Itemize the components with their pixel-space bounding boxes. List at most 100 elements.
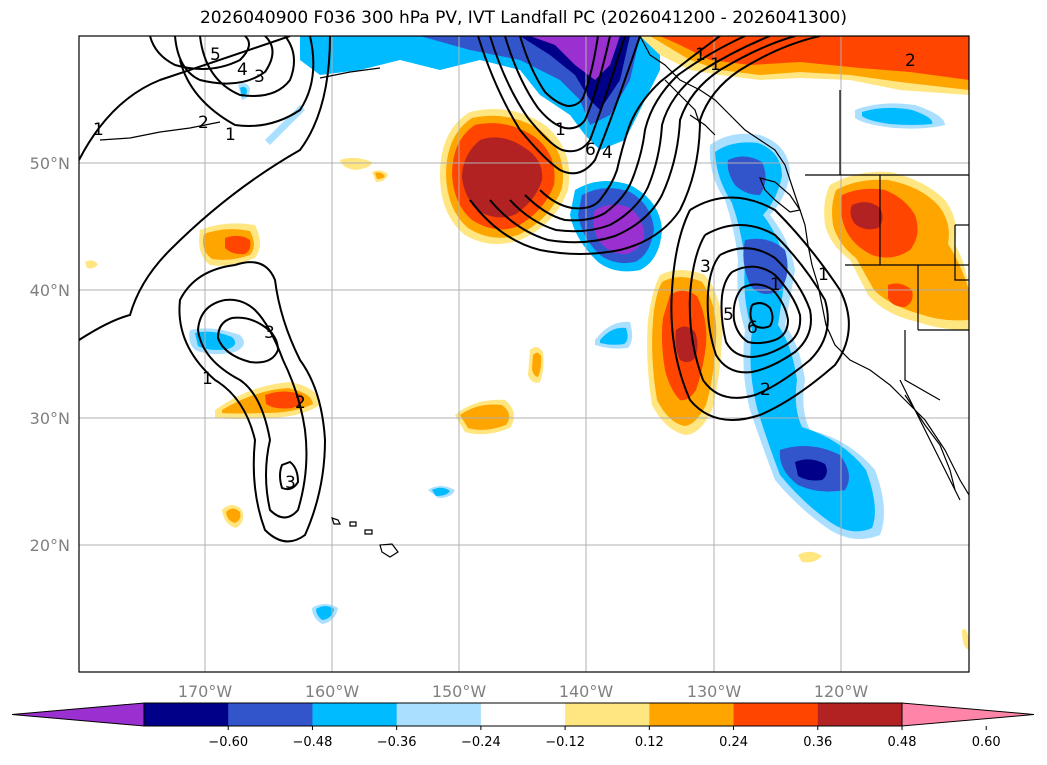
contour-label: 2 [295, 393, 306, 413]
contour-sw-2 [489, 36, 796, 244]
contour-label: 2 [198, 113, 209, 133]
contour-west-inner-2 [196, 298, 308, 519]
colorbar-swatch [144, 703, 229, 726]
colorbar-tick-label: −0.48 [293, 735, 333, 750]
colorbar-tick-label: 0.36 [803, 735, 832, 750]
contour-label: 6 [585, 140, 596, 160]
lon-label: 150°W [432, 682, 487, 701]
contour-nw-1 [79, 36, 291, 161]
lat-label: 40°N [30, 281, 70, 300]
contour-east-3 [706, 247, 812, 374]
lat-label: 20°N [30, 536, 70, 555]
lon-axis: 170°W 160°W 150°W 140°W 130°W 120°W [178, 682, 869, 701]
contour-label: 2 [905, 51, 916, 71]
contour-east-1 [670, 196, 850, 421]
ivt-contours [79, 36, 850, 543]
pv-negative-north-core [530, 36, 620, 80]
pv-positive-small-5b [375, 172, 385, 179]
colorbar-tick-label: −0.24 [461, 735, 501, 750]
pv-positive-small-7 [962, 629, 969, 650]
colorbar-swatch [565, 703, 650, 726]
contour-center-4 [519, 36, 599, 108]
colorbar-tick-label: 0.60 [972, 735, 1001, 750]
contour-east-6 [749, 302, 774, 329]
pv-negative-coast-4 [743, 238, 788, 294]
contour-west-inner-3b [279, 460, 300, 491]
colorbar-extend-high [901, 702, 1035, 727]
contour-label: 3 [700, 257, 711, 277]
pv-shading [85, 36, 969, 650]
contour-center-3 [504, 36, 611, 130]
colorbar-tick-label: 0.24 [719, 735, 748, 750]
contour-label: 4 [237, 60, 248, 80]
colorbar-tick-label: −0.12 [545, 735, 585, 750]
pv-positive-small-3b [226, 508, 241, 523]
contour-label: 6 [747, 318, 758, 338]
colorbar: −0.60 −0.48 −0.36 −0.24 −0.12 0.12 0.24 0.36 0.4… [11, 702, 1035, 750]
contour-labels: 5 4 3 2 1 1 1 1 1 6 4 2 1 3 5 6 1 2 3 1 … [93, 45, 916, 493]
contour-sw-3 [509, 36, 771, 233]
coastlines [99, 36, 969, 558]
contour-sw-5 [539, 36, 721, 210]
contour-label: 1 [555, 120, 566, 140]
colorbar-swatch [228, 703, 313, 726]
contour-label: 1 [770, 275, 781, 295]
contour-sw-1 [469, 36, 821, 255]
colorbar-tick-label: 0.48 [888, 735, 917, 750]
contour-nw-3 [199, 36, 295, 97]
pv-negative-small-1b [600, 327, 628, 345]
pv-positive-small-1b [460, 404, 510, 430]
pv-positive-small-8 [85, 260, 98, 269]
contour-label: 5 [723, 305, 734, 325]
pv-negative-small-3b [432, 487, 450, 496]
contour-label: 1 [818, 265, 829, 285]
colorbar-swatch [733, 703, 819, 726]
map-title: 2026040900 F036 300 hPa PV, IVT Landfall… [199, 8, 847, 28]
contour-nw-5 [149, 36, 250, 70]
pv-positive-interior-4 [850, 202, 883, 230]
pv-negative-bc-2 [862, 107, 933, 125]
colorbar-tick-label: −0.36 [377, 735, 417, 750]
colorbar-tick-label: −0.60 [208, 735, 248, 750]
contour-label: 2 [760, 380, 771, 400]
contour-west-inner-3 [216, 316, 280, 364]
colorbar-swatch [480, 703, 566, 726]
lat-label: 50°N [30, 154, 70, 173]
contour-center-1 [477, 36, 641, 175]
colorbar-swatch [312, 703, 398, 726]
colorbar-extend-low [11, 702, 145, 727]
pv-negative-center-3 [593, 204, 645, 254]
contour-label: 1 [695, 45, 706, 65]
contour-west-1 [79, 36, 331, 341]
contour-label: 5 [210, 45, 221, 65]
pv-positive-center-4 [462, 137, 543, 218]
contour-nw-4 [174, 36, 274, 85]
pv-positive-west-1c [225, 235, 251, 255]
pv-positive-interior-5 [888, 283, 913, 307]
graticule [79, 36, 969, 672]
pv-negative-coast-3 [727, 156, 766, 195]
pv-positive-small-2b [532, 352, 542, 377]
contour-east-4 [720, 265, 802, 359]
pv-negative-small-4 [265, 105, 305, 145]
colorbar-tick-label: 0.12 [635, 735, 664, 750]
colorbar-swatch [396, 703, 482, 726]
contour-label: 3 [264, 323, 275, 343]
contour-label: 3 [285, 473, 296, 493]
map-frame [78, 35, 970, 673]
map-area: 5 4 3 2 1 1 1 1 1 6 4 2 1 3 5 6 1 2 3 1 … [79, 36, 969, 672]
contour-east-5 [732, 283, 790, 345]
contour-label: 1 [710, 55, 721, 75]
pv-negative-coast-6 [795, 459, 827, 481]
contour-label: 4 [602, 143, 613, 163]
lon-label: 130°W [687, 682, 742, 701]
lon-label: 120°W [814, 682, 869, 701]
contour-west-loop [178, 261, 327, 543]
pv-positive-small-4 [340, 157, 372, 170]
contour-center-2 [489, 36, 626, 153]
pv-positive-northeast-core [660, 36, 969, 80]
lon-label: 140°W [559, 682, 614, 701]
colorbar-swatch [817, 703, 903, 726]
contour-label: 1 [202, 369, 213, 389]
